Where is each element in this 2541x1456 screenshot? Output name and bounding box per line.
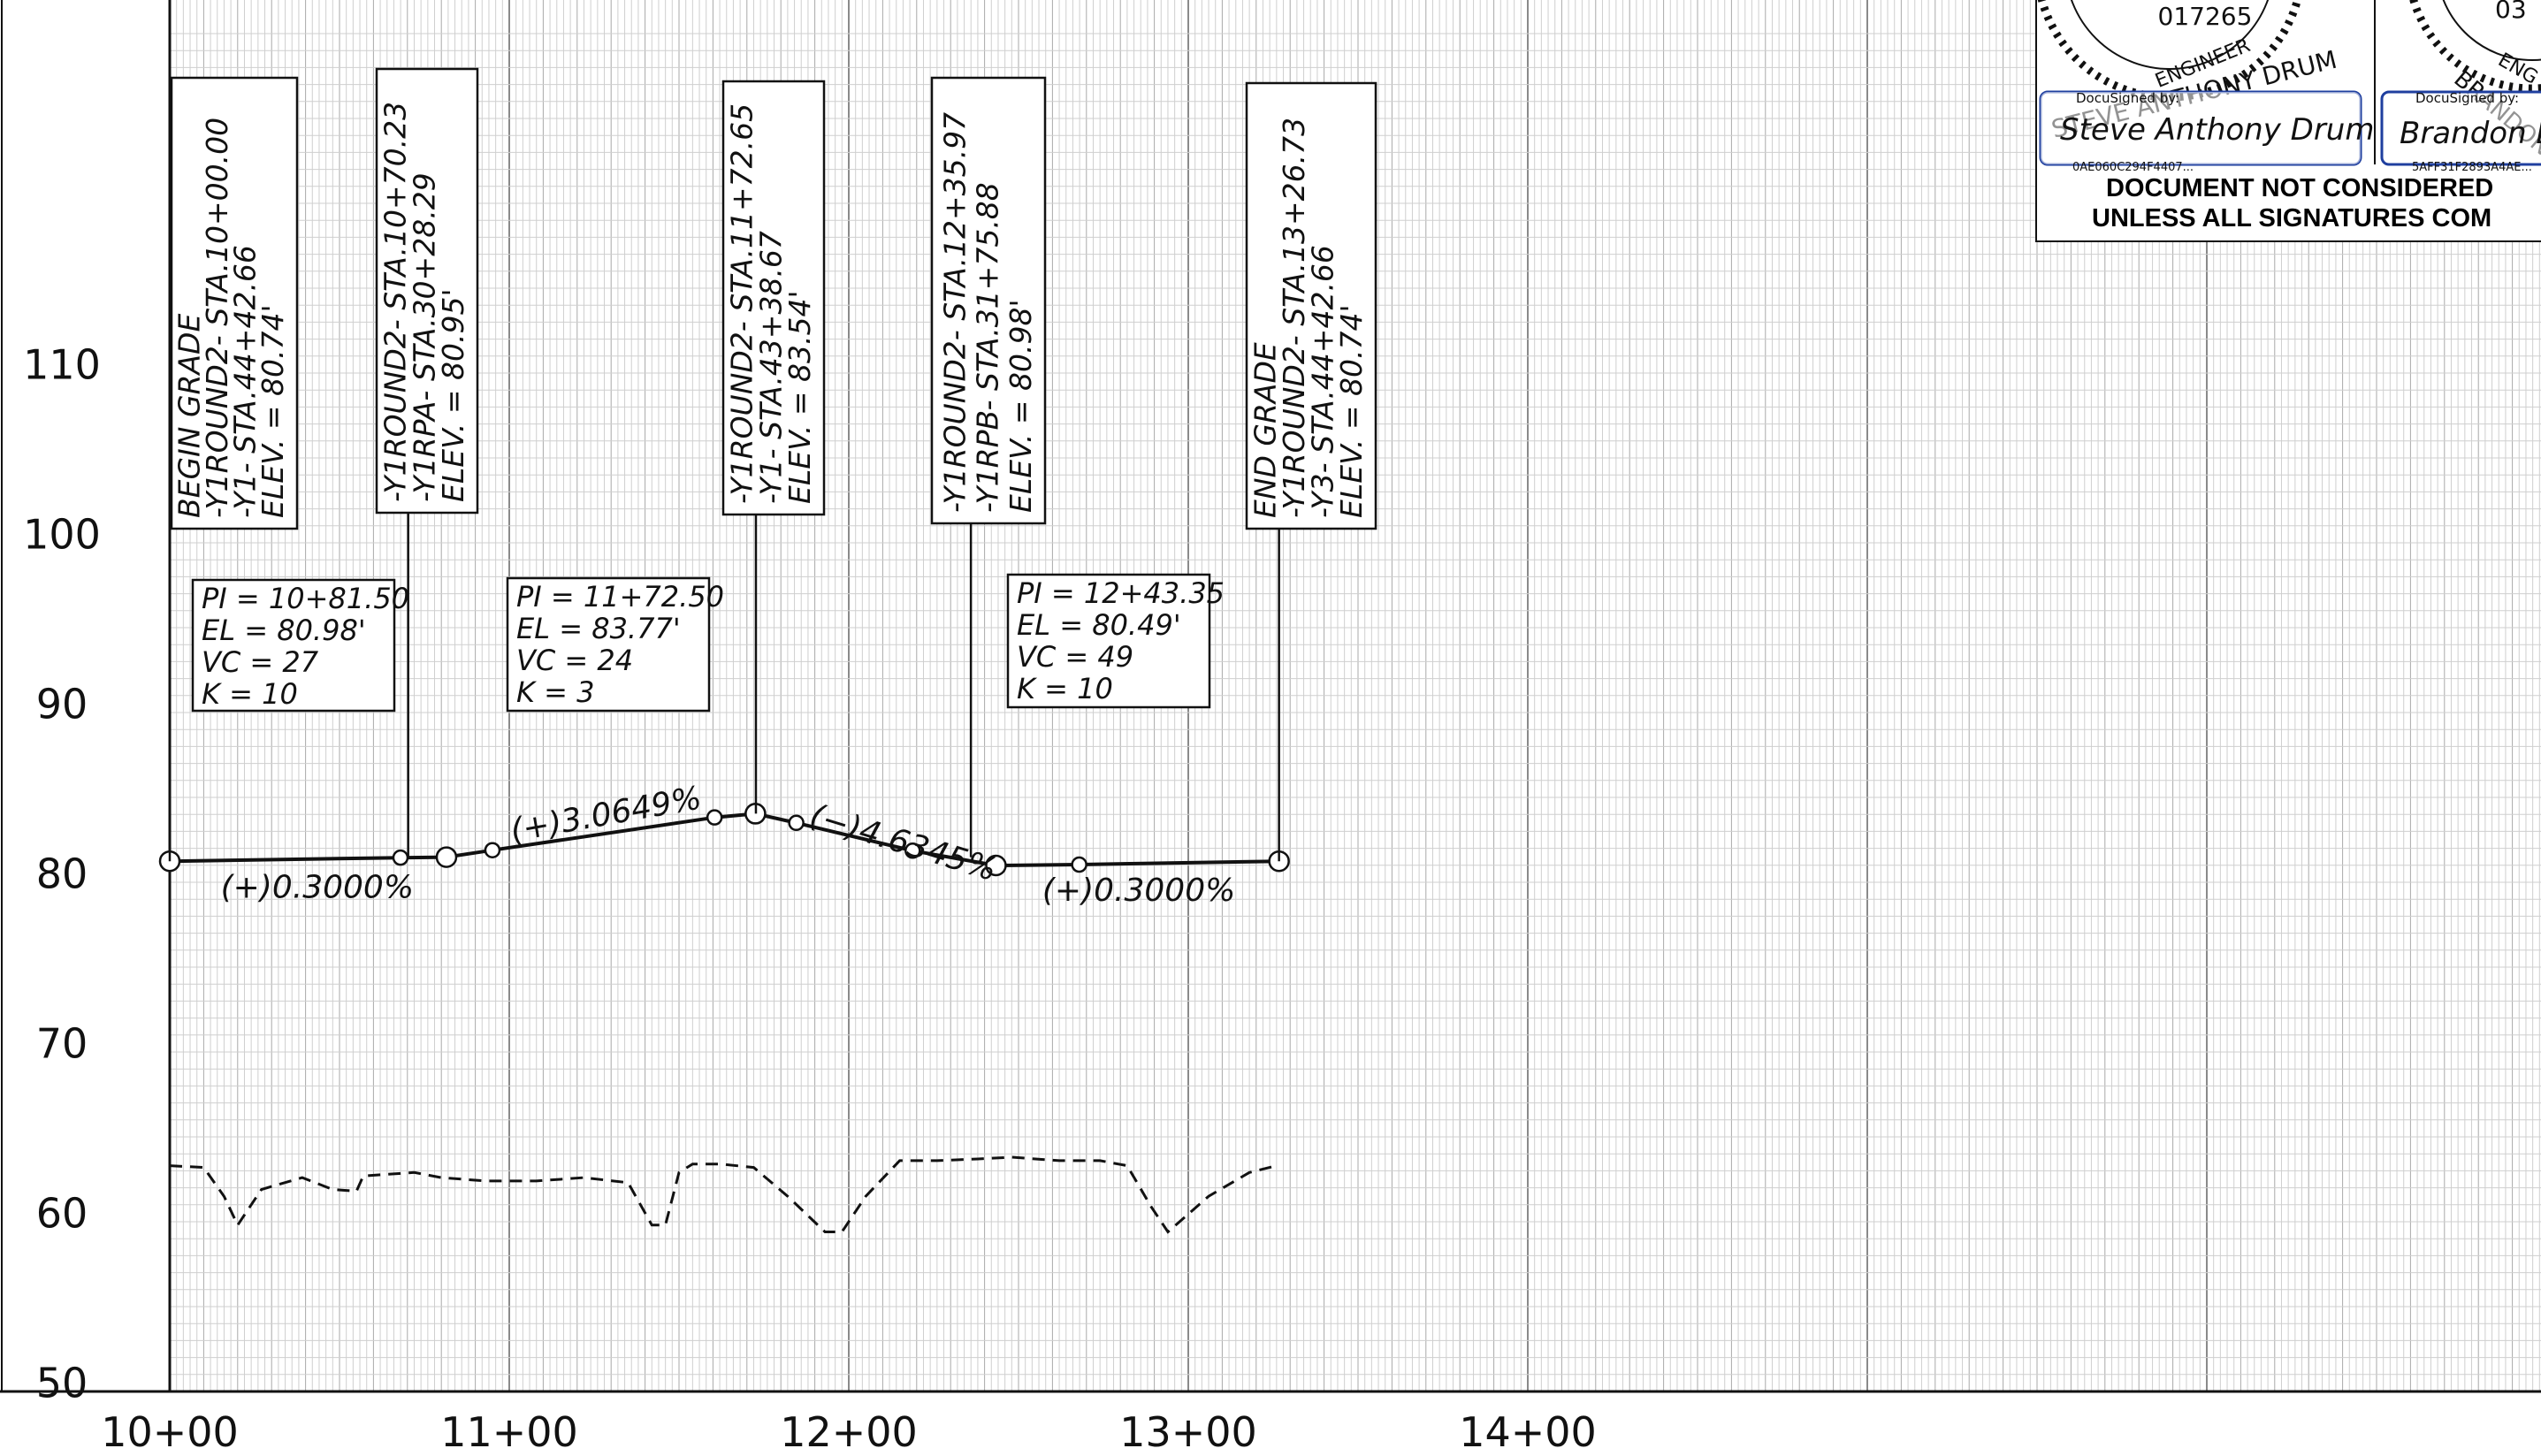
tie-box-line: -Y1ROUND2- STA.13+26.73 xyxy=(1277,118,1311,518)
grade-point xyxy=(1071,856,1087,873)
docusigned-label-1: DocuSigned by: xyxy=(2076,90,2179,106)
vc-box-line: EL = 80.98' xyxy=(202,614,366,647)
y-tick-label: 70 xyxy=(36,1019,88,1067)
vc-box-line: PI = 12+43.35 xyxy=(1017,576,1225,610)
x-tick-label: 12+00 xyxy=(780,1408,918,1456)
tie-box-line: BEGIN GRADE xyxy=(172,314,207,518)
seal-number: 017265 xyxy=(2158,2,2253,31)
ground-line-path xyxy=(169,1155,1278,1234)
vc-box-line: VC = 49 xyxy=(1017,640,1133,674)
grade-percent-label: (+)0.3000% xyxy=(1042,873,1235,909)
tie-box-line: ELEV. = 80.74' xyxy=(256,304,290,518)
vc-box-line: K = 3 xyxy=(516,675,595,709)
existing-ground-line xyxy=(169,1155,1278,1234)
envelope-id-1: 0AE060C294F4407... xyxy=(2072,161,2194,174)
tie-box-frame xyxy=(1245,81,1377,530)
grade-line-path xyxy=(169,812,1279,868)
tie-box-line: -Y1- STA.43+38.67 xyxy=(753,231,788,504)
tie-box-line: -Y1RPA- STA.30+28.29 xyxy=(407,172,441,502)
vc-box-line: VC = 24 xyxy=(516,644,633,677)
tie-box-line: ELEV. = 80.98' xyxy=(1003,299,1038,513)
tie-box-frame xyxy=(375,67,479,515)
vc-box-frame xyxy=(1006,573,1211,709)
grade-percent-label: (+)3.0649% xyxy=(507,780,704,849)
vc-box-line: EL = 83.77' xyxy=(516,612,681,645)
pi-point xyxy=(435,846,458,868)
tie-box-line: -Y1ROUND2- STA.11+72.65 xyxy=(725,103,759,504)
station-tie-box: END GRADE-Y1ROUND2- STA.13+26.73-Y3- STA… xyxy=(1245,81,1377,862)
tie-box-frame xyxy=(930,76,1047,525)
notice-line-2: UNLESS ALL SIGNATURES COM xyxy=(2092,204,2491,233)
grade-point xyxy=(706,809,723,826)
y-tick-label: 50 xyxy=(36,1359,88,1406)
tie-box-line: -Y1RPB- STA.31+75.88 xyxy=(971,182,1005,513)
station-tie-box: BEGIN GRADE-Y1ROUND2- STA.10+00.00-Y1- S… xyxy=(168,76,299,862)
signature-2: Brandon B xyxy=(2400,116,2541,151)
tie-box-line: -Y1- STA.44+42.66 xyxy=(228,245,263,518)
grade-point xyxy=(788,814,805,832)
envelope-id-2: 5AFF31F2893A4AE... xyxy=(2412,161,2532,174)
x-tick-label: 14+00 xyxy=(1459,1408,1597,1456)
x-tick-label: 11+00 xyxy=(440,1408,578,1456)
y-tick-label: 100 xyxy=(23,510,101,558)
tie-box-line: -Y3- STA.44+42.66 xyxy=(1306,245,1340,518)
tie-box-frame xyxy=(721,80,826,516)
grade-percent-label: (+)0.3000% xyxy=(221,869,414,905)
pi-point xyxy=(985,854,1007,877)
station-tie-box: -Y1ROUND2- STA.11+72.65-Y1- STA.43+38.67… xyxy=(721,80,826,814)
grade-point xyxy=(904,842,921,859)
docusigned-label-2: DocuSigned by: xyxy=(2415,90,2519,106)
y-tick-label: 80 xyxy=(36,850,88,897)
grade-point xyxy=(484,842,501,858)
notice-line-1: DOCUMENT NOT CONSIDERED xyxy=(2106,174,2493,202)
seal2-number: 03 xyxy=(2495,0,2527,24)
tie-box-line: -Y1ROUND2- STA.12+35.97 xyxy=(937,112,972,513)
x-tick-label: 13+00 xyxy=(1119,1408,1257,1456)
station-tie-box: -Y1ROUND2- STA.10+70.23-Y1RPA- STA.30+28… xyxy=(375,67,479,858)
vc-box-line: K = 10 xyxy=(202,677,298,711)
vc-box-line: VC = 27 xyxy=(202,645,319,679)
tie-box-line: END GRADE xyxy=(1248,342,1283,518)
x-tick-label: 10+00 xyxy=(101,1408,239,1456)
vc-box-line: K = 10 xyxy=(1017,672,1113,705)
vc-box-line: PI = 10+81.50 xyxy=(202,582,409,615)
tie-box-line: ELEV. = 80.74' xyxy=(1334,304,1369,518)
tie-box-line: -Y1ROUND2- STA.10+70.23 xyxy=(378,102,413,502)
grade-point xyxy=(392,849,409,866)
tie-box-line: -Y1ROUND2- STA.10+00.00 xyxy=(200,118,234,518)
vc-box-line: PI = 11+72.50 xyxy=(516,580,724,614)
tie-box-line: ELEV. = 83.54' xyxy=(782,290,817,504)
signature-block: 017265 ENGINEER STEVE ANTHONY DRUM DocuS… xyxy=(2035,0,2541,242)
vc-box-frame xyxy=(506,576,711,713)
station-tie-box: -Y1ROUND2- STA.12+35.97-Y1RPB- STA.31+75… xyxy=(930,76,1047,858)
y-tick-label: 110 xyxy=(23,340,101,388)
y-tick-label: 90 xyxy=(36,680,88,728)
tick-labels: 50 60 70 80 90 100 110 10+00 11+00 12+00 13+00 14+0… xyxy=(23,340,1597,1456)
vc-box-line: EL = 80.49' xyxy=(1017,608,1181,642)
seal-graphics: 017265 ENGINEER STEVE ANTHONY DRUM DocuS… xyxy=(2037,0,2541,233)
tie-box-frame xyxy=(170,76,299,530)
signature-1: Steve Anthony Drum xyxy=(2060,112,2374,148)
vc-box-frame xyxy=(191,578,396,713)
y-tick-label: 60 xyxy=(36,1189,88,1237)
tie-box-line: ELEV. = 80.95' xyxy=(436,288,470,502)
